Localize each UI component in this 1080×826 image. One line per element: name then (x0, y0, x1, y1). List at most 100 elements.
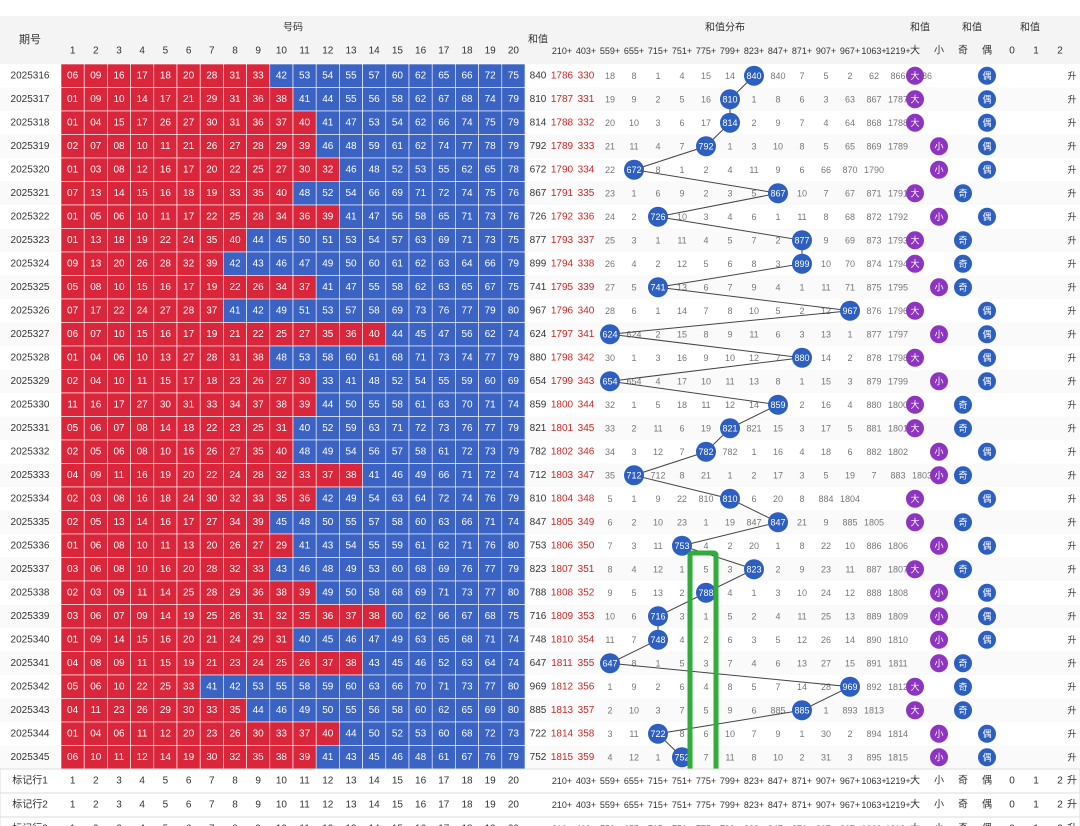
number-value: 48 (322, 564, 334, 575)
dist-miss-value: 4 (631, 564, 636, 574)
dist-miss-value: 24 (605, 212, 615, 222)
number-value: 06 (113, 446, 125, 457)
number-value: 55 (345, 94, 357, 105)
size-ball (906, 677, 924, 696)
dist-miss-value: 9 (775, 165, 780, 175)
dist-miss-value: 6 (679, 423, 684, 433)
sum-ball-value: 788 (698, 588, 713, 598)
number-value: 33 (183, 681, 195, 692)
number-value: 28 (253, 211, 265, 222)
number-value: 49 (322, 587, 334, 598)
dist-miss-value: 1787 (888, 94, 908, 104)
footer-number: 13 (345, 824, 357, 826)
number-value: 47 (369, 634, 381, 645)
number-value: 14 (113, 634, 125, 645)
footer-dist: 751+ (672, 800, 692, 810)
number-value: 27 (229, 141, 241, 152)
dist-miss-a: 1802 (551, 446, 574, 457)
number-value: 01 (67, 235, 79, 246)
sum-ball-value: 859 (770, 400, 785, 410)
number-value: 74 (508, 329, 520, 340)
dist-miss-a: 1805 (551, 517, 574, 528)
number-value: 37 (206, 305, 218, 316)
dist-col-header: 967+ (840, 46, 860, 56)
number-col-header: 15 (392, 46, 404, 57)
number-value: 35 (322, 329, 334, 340)
number-value: 55 (438, 164, 450, 175)
dist-miss-value: 2 (847, 71, 852, 81)
dist-miss-value: 877 (866, 329, 881, 339)
dist-miss-b: 337 (578, 235, 595, 246)
number-value: 10 (137, 141, 149, 152)
number-value: 77 (485, 352, 497, 363)
number-value: 45 (276, 235, 288, 246)
size-ball (930, 160, 948, 179)
dist-col-header: 403+ (576, 46, 596, 56)
dist-miss-value: 10 (797, 588, 807, 598)
number-value: 23 (229, 658, 241, 669)
footer-dist: 967+ (840, 824, 860, 826)
dist-miss-value: 14 (821, 353, 831, 363)
size-ball (930, 207, 948, 226)
number-value: 29 (253, 634, 265, 645)
parity-ball-text: 偶 (982, 728, 991, 739)
footer-dist: 1063+ (861, 800, 886, 810)
number-value: 08 (90, 282, 102, 293)
dist-miss-value: 1 (799, 729, 804, 739)
number-value: 34 (276, 282, 288, 293)
dist-miss-value: 15 (701, 71, 711, 81)
number-value: 21 (183, 94, 195, 105)
tail-trend-value: 升 (1067, 235, 1076, 245)
dist-miss-value: 4 (775, 611, 780, 621)
number-value: 55 (345, 705, 357, 716)
number-value: 69 (392, 305, 404, 316)
tail-trend-value: 升 (1067, 353, 1076, 363)
parity-ball (954, 677, 972, 696)
dist-miss-value: 11 (629, 141, 638, 151)
number-value: 76 (485, 540, 497, 551)
number-value: 61 (438, 446, 450, 457)
footer-size: 小 (934, 775, 944, 787)
dist-miss-value: 10 (629, 118, 639, 128)
number-value: 62 (415, 282, 427, 293)
dist-miss-b: 346 (578, 446, 595, 457)
footer-dist: 210+ (552, 824, 572, 826)
dist-miss-b: 342 (578, 352, 595, 363)
period-id: 2025324 (11, 258, 50, 269)
number-value: 66 (392, 681, 404, 692)
number-value: 22 (206, 423, 218, 434)
number-value: 62 (415, 611, 427, 622)
size-ball-text: 小 (934, 376, 943, 386)
size-col-header: 小 (934, 45, 944, 57)
number-value: 37 (276, 117, 288, 128)
number-col-header: 1 (70, 46, 76, 57)
tail-trend-value: 升 (1067, 658, 1076, 668)
number-value: 37 (253, 399, 265, 410)
number-value: 01 (67, 164, 79, 175)
footer-dist: 823+ (744, 824, 764, 826)
dist-miss-value: 1 (703, 517, 708, 527)
dist-miss-value: 10 (749, 306, 759, 316)
dist-miss-value: 5 (631, 588, 636, 598)
dist-miss-value: 24 (821, 588, 831, 598)
dist-miss-value: 3 (823, 94, 828, 104)
dist-miss-value: 1810 (888, 635, 908, 645)
footer-number: 3 (116, 776, 122, 787)
number-value: 11 (137, 658, 148, 669)
footer-size: 小 (934, 823, 944, 826)
parity-ball (954, 231, 972, 250)
number-value: 32 (276, 611, 288, 622)
sum-ball-value: 722 (650, 729, 665, 739)
parity-ball-text: 偶 (982, 493, 991, 504)
sum-value: 741 (530, 282, 547, 293)
number-value: 68 (461, 634, 473, 645)
dist-miss-value: 1 (631, 400, 636, 410)
dist-miss-value: 3 (727, 564, 732, 574)
number-col-header: 9 (255, 46, 261, 57)
number-value: 14 (137, 94, 149, 105)
number-value: 54 (392, 117, 404, 128)
sum-ball (648, 629, 668, 650)
number-value: 60 (345, 681, 357, 692)
parity-ball (978, 724, 996, 743)
number-value: 10 (113, 282, 125, 293)
